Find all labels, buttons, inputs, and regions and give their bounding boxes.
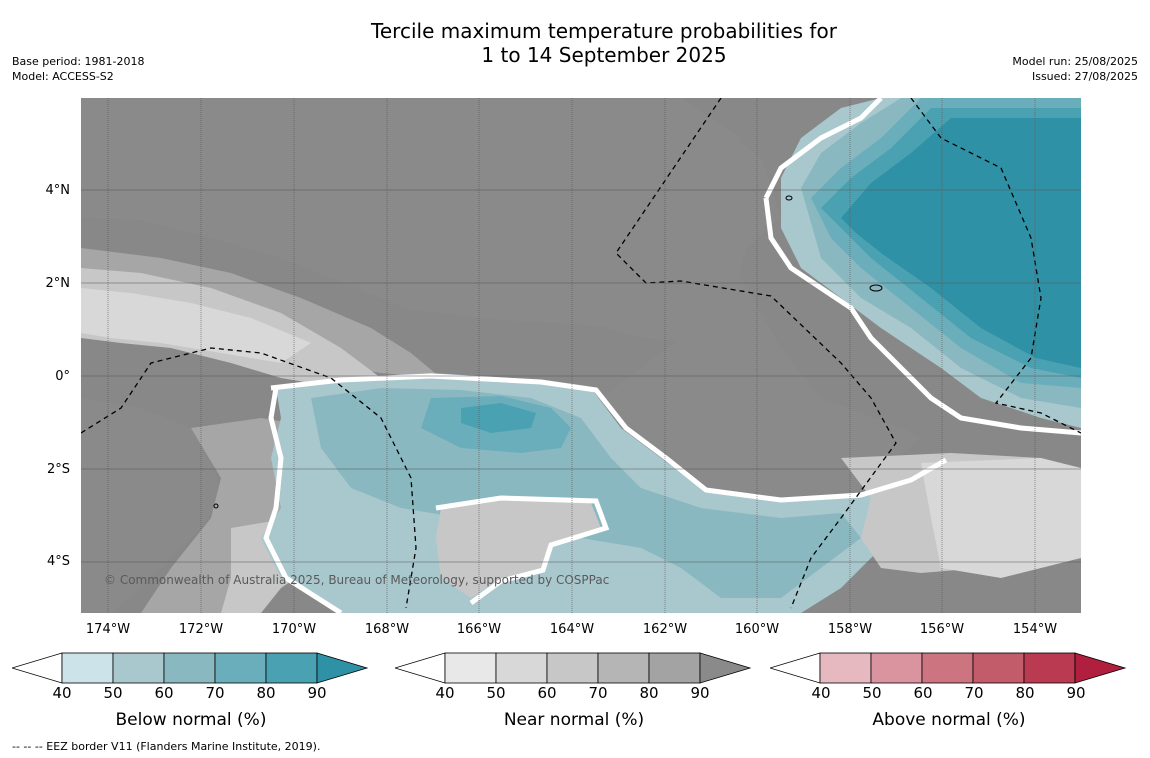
colorbar-segment xyxy=(546,652,599,684)
eez-border-east xyxy=(910,98,1081,434)
colorbar-low-arrow xyxy=(770,652,821,684)
colorbar-tick: 90 xyxy=(690,684,710,702)
colorbar-low-arrow xyxy=(12,652,63,684)
colorbar-tick: 70 xyxy=(588,684,608,702)
lat-label-2s: 2°S xyxy=(46,462,70,477)
lon-label: 172°W xyxy=(178,622,224,637)
colorbar-segment xyxy=(61,652,114,684)
graticule xyxy=(81,98,1081,613)
colorbar-tick: 90 xyxy=(1066,684,1086,702)
near-normal-title: Near normal (%) xyxy=(503,710,645,730)
lat-label-4n: 4°N xyxy=(45,183,71,198)
colorbar-tick: 60 xyxy=(154,684,174,702)
colorbar-segment xyxy=(819,652,872,684)
near-normal-80-region xyxy=(81,98,781,343)
lon-label: 170°W xyxy=(271,622,317,637)
colorbar-segment xyxy=(495,652,548,684)
island-marker xyxy=(785,195,793,201)
colorbar-segment xyxy=(597,652,650,684)
model-name-text: Model: ACCESS-S2 xyxy=(12,70,114,83)
colorbar-tick: 80 xyxy=(256,684,276,702)
lon-label: 164°W xyxy=(549,622,595,637)
colorbar-segment xyxy=(870,652,923,684)
colorbar-high-arrow xyxy=(1074,652,1127,684)
lon-label: 168°W xyxy=(364,622,410,637)
eez-border-central xyxy=(615,98,897,609)
lat-label-2n: 2°N xyxy=(45,276,71,291)
issued-date-text: Issued: 27/08/2025 xyxy=(1031,70,1138,83)
island-marker xyxy=(869,284,883,292)
model-run-text: Model run: 25/08/2025 xyxy=(1012,55,1138,68)
copyright-notice: © Commonwealth of Australia 2025, Bureau… xyxy=(104,573,610,587)
near-normal-50-region-southeast xyxy=(921,458,1081,578)
lat-label-0: 0° xyxy=(55,369,70,384)
colorbar-segment xyxy=(112,652,165,684)
probability-map xyxy=(81,98,1081,613)
white-contour-line-ne xyxy=(763,98,1081,436)
base-period-text: Base period: 1981-2018 xyxy=(12,55,145,68)
below-normal-90-region-ne xyxy=(841,118,1081,368)
colorbar-tick: 70 xyxy=(205,684,225,702)
colorbar-low-arrow xyxy=(395,652,446,684)
below-normal-title: Below normal (%) xyxy=(115,710,267,730)
lat-label-4s: 4°S xyxy=(46,554,70,569)
colorbar-segment xyxy=(972,652,1025,684)
colorbar-segment xyxy=(265,652,318,684)
lon-label: 162°W xyxy=(642,622,688,637)
lon-label: 154°W xyxy=(1012,622,1058,637)
map-title-line2: 1 to 14 September 2025 xyxy=(481,43,727,67)
colorbar-segment xyxy=(214,652,267,684)
above-normal-title: Above normal (%) xyxy=(872,710,1026,730)
near-normal-colorbar xyxy=(395,652,752,684)
near-normal-80-region-south xyxy=(81,398,221,613)
colorbar-segment xyxy=(1023,652,1076,684)
colorbar-tick: 40 xyxy=(52,684,72,702)
colorbar-high-arrow xyxy=(699,652,752,684)
near-normal-60-region-inner xyxy=(436,500,601,598)
lon-label: 174°W xyxy=(85,622,131,637)
lon-label: 158°W xyxy=(827,622,873,637)
island-marker xyxy=(213,503,219,509)
lon-label: 160°W xyxy=(734,622,780,637)
near-normal-50-region xyxy=(81,288,311,363)
below-normal-colorbar xyxy=(12,652,369,684)
above-normal-colorbar xyxy=(770,652,1127,684)
eez-border-west xyxy=(81,347,417,609)
colorbar-tick: 60 xyxy=(913,684,933,702)
white-contour-line-below xyxy=(263,373,948,613)
colorbar-tick: 90 xyxy=(307,684,327,702)
lon-label: 156°W xyxy=(919,622,965,637)
colorbar-tick: 40 xyxy=(811,684,831,702)
map-title-line1: Tercile maximum temperature probabilitie… xyxy=(371,19,837,43)
near-normal-80-region-east xyxy=(601,98,921,518)
colorbar-tick: 70 xyxy=(964,684,984,702)
eez-legend-note: -- -- -- EEZ border V11 (Flanders Marine… xyxy=(12,740,321,753)
colorbar-tick: 50 xyxy=(103,684,123,702)
white-contour-line-inner xyxy=(435,495,610,606)
colorbar-segment xyxy=(921,652,974,684)
lon-label: 166°W xyxy=(456,622,502,637)
colorbar-segment xyxy=(163,652,216,684)
colorbar-segment xyxy=(648,652,701,684)
map-panel xyxy=(81,98,1081,613)
colorbar-tick: 40 xyxy=(435,684,455,702)
below-normal-80-region xyxy=(461,403,536,433)
colorbar-tick: 80 xyxy=(639,684,659,702)
colorbar-high-arrow xyxy=(316,652,369,684)
colorbar-tick: 80 xyxy=(1015,684,1035,702)
colorbar-tick: 50 xyxy=(862,684,882,702)
colorbar-segment xyxy=(444,652,497,684)
colorbar-tick: 50 xyxy=(486,684,506,702)
colorbar-tick: 60 xyxy=(537,684,557,702)
